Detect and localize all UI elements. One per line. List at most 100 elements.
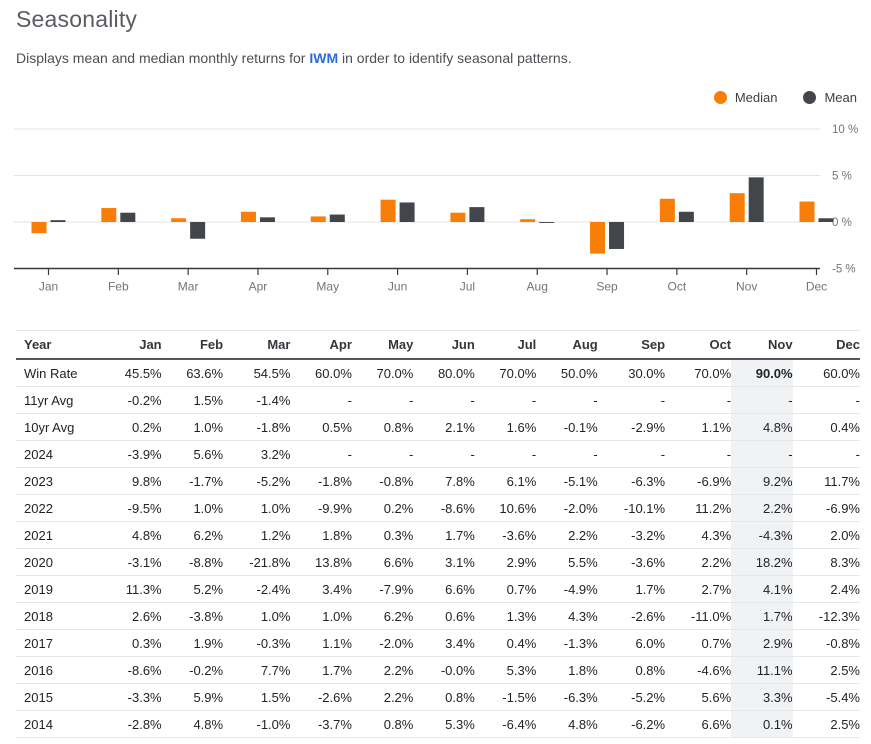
column-header-sep: Sep — [597, 330, 666, 360]
cell-nov-2015: 3.3% — [731, 683, 793, 711]
cell-jun-2015: 0.8% — [413, 683, 475, 711]
cell-sep-2014: -6.2% — [597, 710, 666, 738]
cell-dec-2018: -12.3% — [792, 602, 860, 630]
cell-apr-2017: 1.1% — [290, 629, 352, 657]
subtitle-prefix: Displays mean and median monthly returns… — [16, 50, 310, 66]
median-bar-oct — [659, 198, 675, 222]
legend-item-mean[interactable]: Mean — [803, 90, 857, 105]
cell-jan-2019: 11.3% — [100, 575, 162, 603]
column-header-may: May — [351, 330, 414, 360]
cell-apr-2024: - — [290, 440, 352, 468]
cell-may-11yr-avg: - — [351, 386, 414, 414]
legend-item-median[interactable]: Median — [713, 90, 777, 105]
cell-feb-2020: -8.8% — [161, 548, 224, 576]
cell-may-2017: -2.0% — [351, 629, 414, 657]
median-bar-dec — [799, 201, 815, 222]
median-bar-sep — [590, 222, 606, 254]
cell-jun-2016: -0.0% — [413, 656, 475, 684]
cell-oct-2014: 6.6% — [665, 710, 732, 738]
cell-aug-2019: -4.9% — [536, 575, 598, 603]
mean-bar-nov — [748, 177, 764, 222]
median-bar-apr — [240, 211, 256, 222]
cell-nov-11yr-avg: - — [731, 386, 793, 414]
subtitle-suffix: in order to identify seasonal patterns. — [338, 50, 572, 66]
cell-jan-win-rate: 45.5% — [100, 359, 162, 387]
cell-mar-2016: 7.7% — [223, 656, 291, 684]
cell-jul-2023: 6.1% — [474, 467, 537, 495]
cell-dec-2024: - — [792, 440, 860, 468]
x-axis-month-label: Jul — [460, 280, 475, 294]
mean-bar-aug — [539, 222, 555, 223]
cell-apr-10yr-avg: 0.5% — [290, 413, 352, 441]
cell-nov-2020: 18.2% — [731, 548, 793, 576]
row-label: 10yr Avg — [16, 413, 101, 441]
mean-bar-dec — [818, 218, 834, 222]
cell-mar-2023: -5.2% — [223, 467, 291, 495]
cell-mar-2017: -0.3% — [223, 629, 291, 657]
cell-jan-2023: 9.8% — [100, 467, 162, 495]
cell-aug-2024: - — [536, 440, 598, 468]
cell-apr-2020: 13.8% — [290, 548, 352, 576]
mean-color-dot — [803, 91, 817, 104]
median-bar-jun — [380, 199, 396, 222]
table-row-2024: 2024 -3.9% 5.6% 3.2% - - - - - - - - - — [16, 440, 860, 468]
cell-aug-2018: 4.3% — [536, 602, 598, 630]
y-axis-tick-label: 10 % — [832, 124, 858, 136]
median-bar-jan — [31, 222, 47, 234]
cell-jan-2022: -9.5% — [100, 494, 162, 522]
row-label: 2016 — [16, 656, 101, 684]
cell-oct-2024: - — [665, 440, 732, 468]
cell-aug-11yr-avg: - — [536, 386, 598, 414]
cell-nov-10yr-avg: 4.8% — [731, 413, 793, 441]
cell-jul-2018: 1.3% — [474, 602, 537, 630]
cell-dec-2022: -6.9% — [792, 494, 860, 522]
table-header: Year Jan Feb Mar Apr May Jun Jul Aug Sep Oct Nov Dec — [16, 330, 860, 360]
cell-jan-11yr-avg: -0.2% — [100, 386, 162, 414]
cell-oct-10yr-avg: 1.1% — [665, 413, 732, 441]
cell-dec-win-rate: 60.0% — [792, 359, 860, 387]
cell-dec-2023: 11.7% — [792, 467, 860, 495]
cell-jan-2016: -8.6% — [100, 656, 162, 684]
cell-nov-2022: 2.2% — [731, 494, 793, 522]
cell-oct-2020: 2.2% — [665, 548, 732, 576]
ticker-link[interactable]: IWM — [309, 50, 339, 66]
cell-may-2019: -7.9% — [351, 575, 414, 603]
cell-sep-2023: -6.3% — [597, 467, 666, 495]
cell-sep-10yr-avg: -2.9% — [597, 413, 666, 441]
cell-oct-2023: -6.9% — [665, 467, 732, 495]
table-header-row: Year Jan Feb Mar Apr May Jun Jul Aug Sep Oct Nov Dec — [16, 330, 860, 360]
cell-dec-2015: -5.4% — [792, 683, 860, 711]
legend-label-mean: Mean — [824, 90, 857, 105]
cell-jul-10yr-avg: 1.6% — [474, 413, 537, 441]
column-header-oct: Oct — [665, 330, 732, 360]
table-row-11yr-avg: 11yr Avg -0.2% 1.5% -1.4% - - - - - - - - - — [16, 386, 860, 414]
cell-jul-2022: 10.6% — [474, 494, 537, 522]
cell-apr-11yr-avg: - — [290, 386, 352, 414]
seasonality-table: Year Jan Feb Mar Apr May Jun Jul Aug Sep Oct Nov Dec… — [16, 330, 860, 738]
column-header-apr: Apr — [290, 330, 352, 360]
cell-jan-2020: -3.1% — [100, 548, 162, 576]
x-axis-month-label: Nov — [736, 280, 757, 294]
cell-nov-2023: 9.2% — [731, 467, 793, 495]
table-row-2022: 2022 -9.5% 1.0% 1.0% -9.9% 0.2% -8.6% 10.6% -2.0… — [16, 494, 860, 522]
cell-jul-win-rate: 70.0% — [474, 359, 537, 387]
cell-dec-2021: 2.0% — [792, 521, 860, 549]
cell-nov-2014: 0.1% — [731, 710, 793, 738]
cell-aug-win-rate: 50.0% — [536, 359, 598, 387]
cell-aug-2017: -1.3% — [536, 629, 598, 657]
row-label: 2022 — [16, 494, 101, 522]
cell-sep-2016: 0.8% — [597, 656, 666, 684]
median-bar-mar — [171, 218, 187, 222]
cell-sep-win-rate: 30.0% — [597, 359, 666, 387]
cell-jul-2019: 0.7% — [474, 575, 537, 603]
cell-mar-11yr-avg: -1.4% — [223, 386, 291, 414]
cell-aug-2014: 4.8% — [536, 710, 598, 738]
cell-feb-2019: 5.2% — [161, 575, 224, 603]
cell-aug-2016: 1.8% — [536, 656, 598, 684]
cell-jan-10yr-avg: 0.2% — [100, 413, 162, 441]
cell-jun-2017: 3.4% — [413, 629, 475, 657]
cell-nov-2021: -4.3% — [731, 521, 793, 549]
cell-sep-11yr-avg: - — [597, 386, 666, 414]
y-axis-tick-label: 5 % — [832, 171, 852, 183]
cell-aug-10yr-avg: -0.1% — [536, 413, 598, 441]
